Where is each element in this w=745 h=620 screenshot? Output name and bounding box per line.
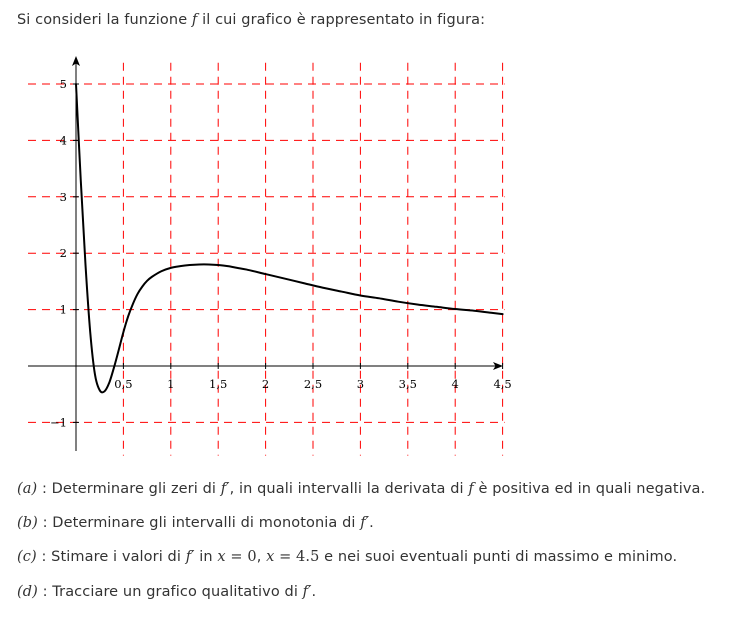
x-tick-label: 2 bbox=[262, 377, 269, 391]
question-d: (d) : Tracciare un grafico qualitativo d… bbox=[17, 584, 316, 600]
question-text: , in quali intervalli la derivata di bbox=[229, 481, 469, 497]
y-tick-label: 1 bbox=[60, 303, 67, 317]
question-text: e nei suoi eventuali punti di massimo e … bbox=[319, 549, 678, 565]
y-tick-label: 3 bbox=[60, 190, 67, 204]
x-axis-arrow bbox=[493, 362, 503, 370]
math-expression: f′ bbox=[360, 515, 370, 531]
question-label: (a) bbox=[17, 481, 38, 497]
x-tick-label: 1,5 bbox=[209, 377, 227, 391]
question-text: . bbox=[311, 584, 317, 600]
y-tick-label: 2 bbox=[60, 246, 67, 260]
question-text: è positiva ed in quali negativa. bbox=[473, 481, 706, 497]
grid bbox=[28, 62, 505, 456]
question-c: (c) : Stimare i valori di f′ in x = 0, x… bbox=[17, 549, 677, 565]
math-expression: f′ bbox=[220, 481, 230, 497]
x-tick-label: 3,5 bbox=[399, 377, 417, 391]
y-tick-label: −1 bbox=[50, 415, 67, 429]
question-text: : Determinare gli zeri di bbox=[37, 481, 221, 497]
math-expression: = 4.5 bbox=[274, 549, 320, 565]
question-text: in bbox=[194, 549, 218, 565]
y-tick-label: 5 bbox=[60, 77, 67, 91]
y-tick-label: 4 bbox=[60, 133, 67, 147]
function-graph: 0,5 1 1,5 2 2,5 3 3,5 4 4,5 −1 1 2 3 4 5 bbox=[28, 56, 512, 456]
question-text: . bbox=[369, 515, 374, 531]
question-label: (b) bbox=[17, 515, 38, 531]
x-tick-label: 4 bbox=[452, 377, 459, 391]
math-expression: x bbox=[266, 549, 275, 565]
question-text: : Determinare gli intervalli di monotoni… bbox=[37, 515, 361, 531]
intro-text: Si consideri la funzione f il cui grafic… bbox=[17, 12, 485, 28]
x-tick-label: 1 bbox=[167, 377, 174, 391]
function-curve bbox=[75, 83, 504, 394]
intro-text-after: il cui grafico è rappresentato in figura… bbox=[197, 12, 486, 28]
axes bbox=[28, 56, 504, 451]
x-tick-label: 0,5 bbox=[114, 377, 132, 391]
question-b: (b) : Determinare gli intervalli di mono… bbox=[17, 515, 374, 531]
x-tick-label: 2,5 bbox=[304, 377, 322, 391]
question-label: (c) bbox=[17, 549, 37, 565]
intro-function-symbol: f bbox=[191, 12, 198, 28]
y-axis-arrow bbox=[72, 56, 80, 66]
question-text: : Tracciare un grafico qualitativo di bbox=[37, 584, 303, 600]
curve-layer bbox=[75, 83, 504, 394]
math-expression: x bbox=[217, 549, 226, 565]
question-label: (d) bbox=[17, 584, 38, 600]
tick-labels: 0,5 1 1,5 2 2,5 3 3,5 4 4,5 −1 1 2 3 4 5 bbox=[50, 77, 512, 429]
x-tick-label: 4,5 bbox=[493, 377, 511, 391]
intro-text-before: Si consideri la funzione bbox=[17, 12, 192, 28]
math-expression: f bbox=[468, 481, 474, 497]
question-text: , bbox=[256, 549, 267, 565]
math-expression: = 0 bbox=[225, 549, 257, 565]
math-expression: f′ bbox=[302, 584, 312, 600]
math-expression: f′ bbox=[185, 549, 195, 565]
question-text: : Stimare i valori di bbox=[36, 549, 186, 565]
x-tick-label: 3 bbox=[357, 377, 364, 391]
question-a: (a) : Determinare gli zeri di f′, in qua… bbox=[17, 481, 705, 497]
